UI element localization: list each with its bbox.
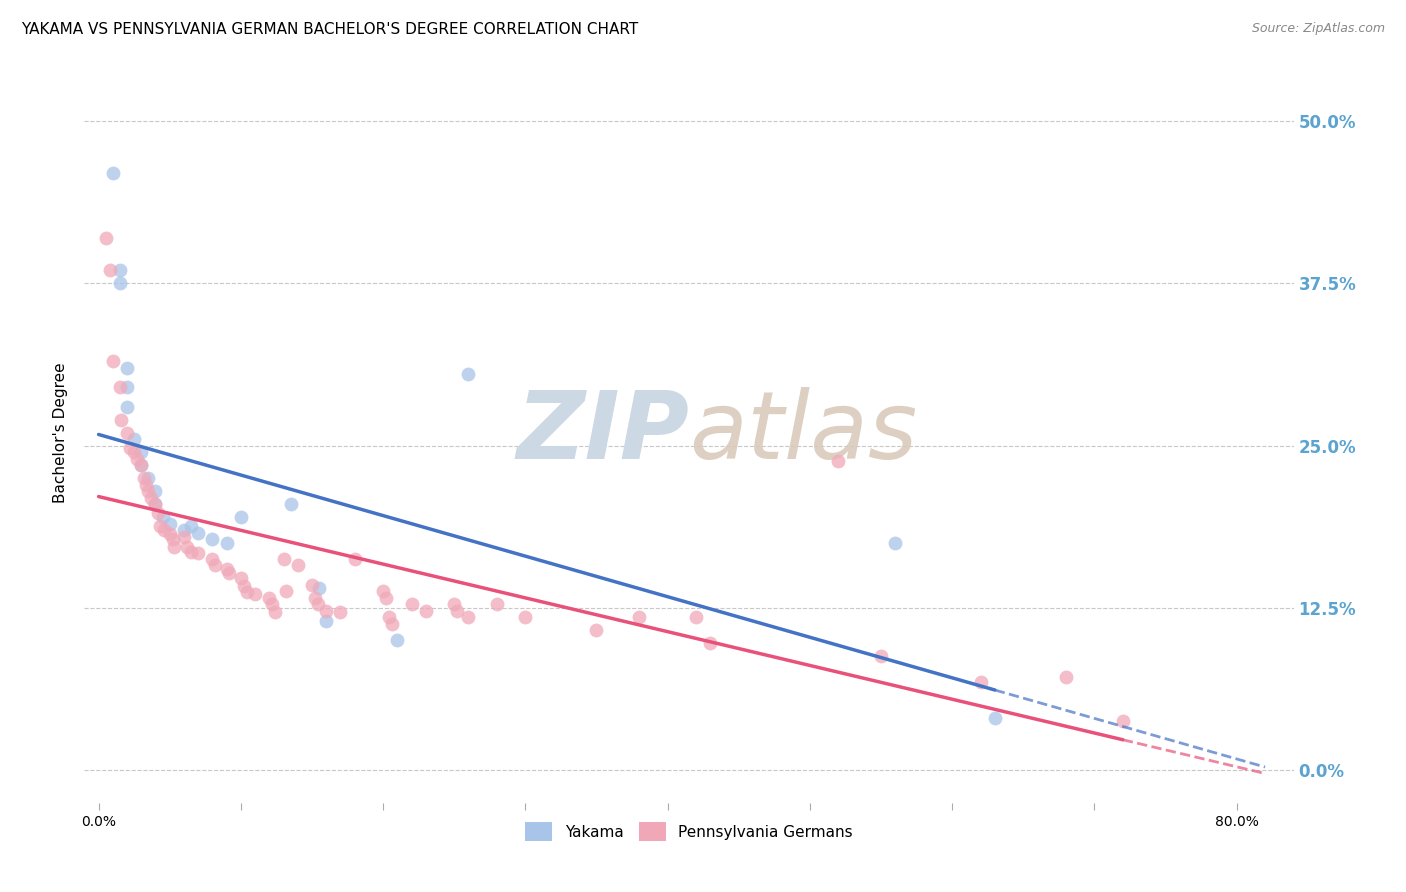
Point — [115, 380, 138, 394]
Point — [215, 562, 238, 576]
Point — [381, 616, 404, 631]
Point — [628, 610, 651, 624]
Point — [827, 454, 849, 468]
Point — [374, 591, 396, 605]
Point — [301, 577, 323, 591]
Point — [115, 360, 138, 375]
Point — [129, 458, 152, 472]
Point — [232, 579, 254, 593]
Point — [229, 510, 252, 524]
Point — [163, 540, 186, 554]
Point — [118, 441, 141, 455]
Point — [145, 484, 167, 499]
Point — [132, 471, 155, 485]
Point — [387, 633, 409, 648]
Point — [485, 597, 508, 611]
Point — [115, 425, 138, 440]
Point — [148, 506, 170, 520]
Point — [276, 584, 298, 599]
Point — [129, 458, 152, 472]
Point — [308, 582, 330, 596]
Point — [415, 603, 437, 617]
Point — [108, 263, 131, 277]
Point — [122, 445, 145, 459]
Point — [273, 551, 295, 566]
Point — [685, 610, 707, 624]
Point — [304, 591, 326, 605]
Text: ZIP: ZIP — [516, 386, 689, 479]
Point — [984, 711, 1007, 725]
Point — [371, 584, 394, 599]
Point — [280, 497, 302, 511]
Point — [443, 597, 465, 611]
Point — [243, 587, 266, 601]
Point — [180, 545, 202, 559]
Point — [101, 354, 124, 368]
Point — [401, 597, 423, 611]
Text: atlas: atlas — [689, 387, 917, 478]
Y-axis label: Bachelor's Degree: Bachelor's Degree — [53, 362, 69, 503]
Point — [187, 546, 209, 560]
Point — [141, 491, 163, 505]
Point — [145, 497, 167, 511]
Point — [218, 566, 240, 580]
Point — [315, 603, 337, 617]
Point — [446, 603, 468, 617]
Point — [884, 536, 907, 550]
Point — [343, 551, 366, 566]
Point — [204, 558, 226, 573]
Point — [585, 623, 607, 637]
Point — [699, 636, 721, 650]
Point — [115, 400, 138, 414]
Point — [180, 519, 202, 533]
Point — [162, 532, 184, 546]
Point — [129, 445, 152, 459]
Point — [138, 484, 160, 499]
Point — [264, 605, 287, 619]
Legend: Yakama, Pennsylvania Germans: Yakama, Pennsylvania Germans — [519, 816, 859, 847]
Text: Source: ZipAtlas.com: Source: ZipAtlas.com — [1251, 22, 1385, 36]
Point — [110, 412, 132, 426]
Point — [515, 610, 537, 624]
Point — [457, 367, 479, 381]
Point — [101, 166, 124, 180]
Point — [315, 614, 337, 628]
Point — [201, 532, 224, 546]
Point — [152, 510, 174, 524]
Point — [159, 527, 181, 541]
Point — [159, 516, 181, 531]
Point — [108, 277, 131, 291]
Point — [1054, 670, 1077, 684]
Point — [1112, 714, 1135, 728]
Point — [122, 432, 145, 446]
Point — [201, 551, 224, 566]
Point — [457, 610, 479, 624]
Point — [235, 585, 257, 599]
Point — [98, 263, 121, 277]
Point — [135, 477, 157, 491]
Point — [229, 571, 252, 585]
Point — [108, 380, 131, 394]
Point — [153, 523, 176, 537]
Point — [307, 597, 329, 611]
Point — [149, 519, 172, 533]
Text: YAKAMA VS PENNSYLVANIA GERMAN BACHELOR'S DEGREE CORRELATION CHART: YAKAMA VS PENNSYLVANIA GERMAN BACHELOR'S… — [21, 22, 638, 37]
Point — [176, 540, 198, 554]
Point — [173, 523, 195, 537]
Point — [215, 536, 238, 550]
Point — [870, 648, 893, 663]
Point — [187, 525, 209, 540]
Point — [287, 558, 309, 573]
Point — [259, 591, 281, 605]
Point — [125, 451, 148, 466]
Point — [173, 529, 195, 543]
Point — [969, 675, 991, 690]
Point — [138, 471, 160, 485]
Point — [262, 597, 284, 611]
Point — [145, 497, 167, 511]
Point — [378, 610, 401, 624]
Point — [94, 231, 117, 245]
Point — [329, 605, 352, 619]
